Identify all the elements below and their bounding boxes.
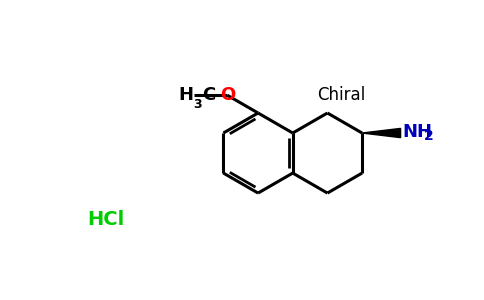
Text: H: H — [179, 86, 194, 104]
Text: NH: NH — [402, 123, 432, 141]
Text: HCl: HCl — [88, 210, 125, 229]
Text: 3: 3 — [194, 98, 202, 111]
Text: O: O — [220, 86, 235, 104]
Polygon shape — [362, 128, 401, 138]
Text: C: C — [202, 86, 215, 104]
Text: 2: 2 — [424, 129, 434, 143]
Text: Chiral: Chiral — [317, 86, 365, 104]
